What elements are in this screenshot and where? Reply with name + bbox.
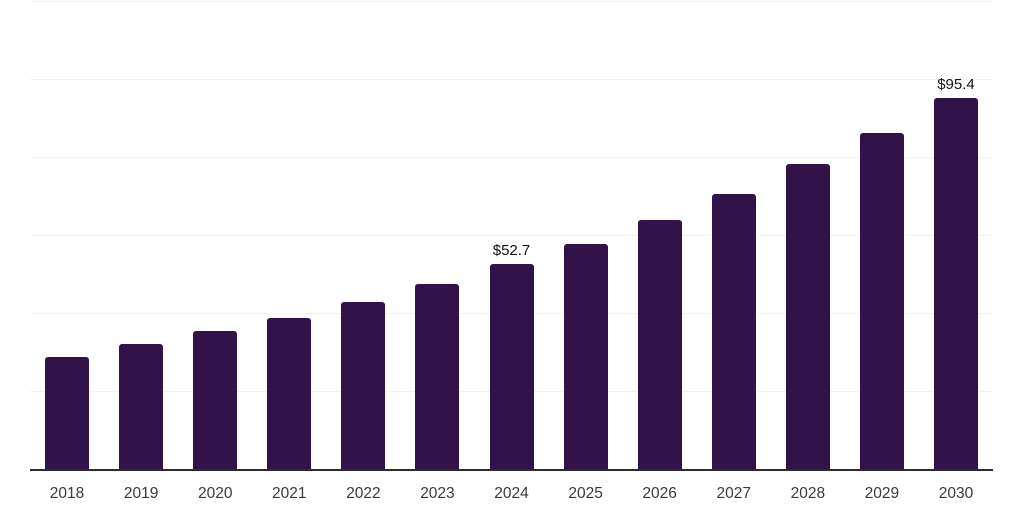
x-axis-labels: 2018 2019 2020 2021 2022 2023 2024 2025 2026 2027…: [30, 484, 993, 504]
bar-slot-2018: [30, 2, 104, 470]
x-tick-label-2020: 2020: [197, 485, 233, 502]
bar-slot-2029: [845, 2, 919, 470]
bar-slot-2030: $95.4: [919, 2, 993, 470]
bar-2018: [45, 357, 90, 470]
bar-slot-2023: [400, 2, 474, 470]
bar-2020: [193, 331, 238, 470]
bar-slot-2027: [697, 2, 771, 470]
bar-slot-2020: [178, 2, 252, 470]
bar-slot-2022: [326, 2, 400, 470]
bar-slot-2019: [104, 2, 178, 470]
bar-2027: [711, 193, 756, 470]
x-tick-label-2021: 2021: [272, 485, 307, 502]
bar-slot-2021: [252, 2, 326, 470]
gridline: [30, 235, 993, 236]
bars-container: $52.7 $95.4: [30, 2, 993, 470]
bar-2026: [637, 219, 682, 470]
gridline: [30, 157, 993, 158]
bar-value-label-2024: $52.7: [492, 242, 531, 260]
x-tick-label-2023: 2023: [420, 485, 455, 502]
bar-2028: [785, 163, 830, 470]
bar-value-label-2030: $95.4: [937, 75, 975, 93]
bar-2025: [563, 244, 608, 470]
bar-slot-2028: [771, 2, 845, 470]
x-tick-label-2025: 2025: [568, 485, 603, 502]
bar-slot-2025: [549, 2, 623, 470]
plot-area: $52.7 $95.4: [30, 1, 993, 471]
bar-2022: [341, 301, 386, 470]
x-tick-label-2028: 2028: [790, 485, 826, 502]
bar-2021: [267, 317, 312, 470]
bar-2030: [933, 97, 978, 470]
x-tick-label-2019: 2019: [123, 485, 159, 502]
x-tick-label-2018: 2018: [49, 485, 85, 502]
bar-2029: [859, 133, 904, 470]
x-tick-label-2029: 2029: [864, 485, 900, 502]
x-tick-label-2027: 2027: [716, 485, 751, 502]
bar-2023: [415, 283, 460, 470]
x-tick-label-2026: 2026: [642, 485, 677, 502]
gridline: [30, 1, 993, 2]
x-tick-label-2022: 2022: [346, 485, 381, 502]
bar-slot-2026: [623, 2, 697, 470]
bar-2024: [489, 264, 534, 470]
x-axis-line: [30, 469, 993, 471]
x-tick-label-2024: 2024: [494, 485, 529, 502]
gridline: [30, 79, 993, 80]
x-tick-label-2030: 2030: [938, 485, 974, 502]
bar-2019: [119, 344, 164, 470]
bar-slot-2024: $52.7: [474, 2, 548, 470]
